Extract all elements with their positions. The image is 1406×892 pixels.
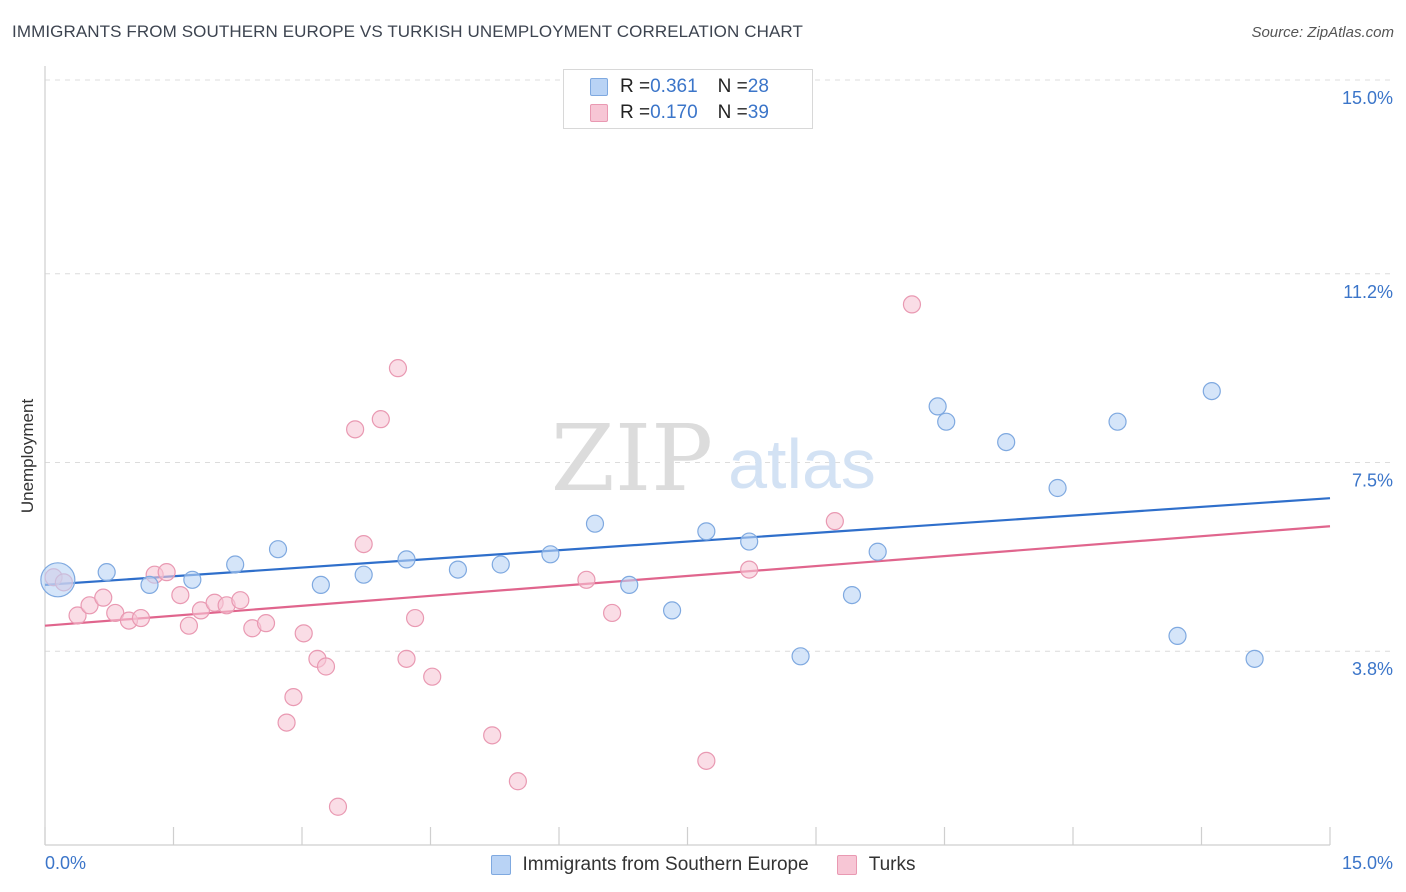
turks-point	[508, 772, 527, 791]
immigrants-point	[1245, 649, 1264, 668]
watermark-zip: ZIP	[551, 405, 713, 512]
legend-r-value: 0.170	[650, 102, 698, 123]
axes	[44, 66, 1331, 846]
turks-point	[80, 596, 99, 615]
turks-point	[256, 614, 276, 633]
immigrants-point	[448, 560, 468, 579]
immigrants-point	[183, 570, 202, 589]
turks-point	[171, 585, 190, 605]
legend-row-turks: R = 0.170 N = 39	[590, 101, 769, 125]
immigrants-point	[585, 514, 605, 533]
immigrants-point	[791, 647, 810, 666]
legend-n-value: 28	[747, 76, 769, 97]
turks-point	[354, 534, 373, 554]
turks-point	[483, 726, 502, 745]
watermark: ZIP atlas	[551, 405, 876, 512]
legend-item-immigrants: Immigrants from Southern Europe	[490, 854, 809, 876]
turks-point	[388, 359, 408, 378]
immigrants-point	[541, 545, 560, 564]
immigrants-point	[937, 412, 956, 431]
legend-item-turks: Turks	[836, 854, 916, 876]
immigrants-point	[97, 563, 116, 582]
immigrants-point	[491, 555, 510, 574]
turks-point	[157, 563, 176, 582]
turks-point	[284, 687, 303, 707]
immigrants-point	[1048, 478, 1067, 498]
immigrants-point	[311, 575, 330, 595]
y-tick-label: 3.8%	[1352, 659, 1393, 679]
turks-point	[346, 420, 365, 439]
immigrants-point	[1168, 626, 1187, 646]
turks-trend-line	[44, 525, 1331, 627]
immigrants-point	[140, 575, 159, 595]
legend-row-immigrants: R = 0.361 N = 28	[590, 75, 769, 99]
data-points	[40, 295, 1264, 816]
legend-r-label: R =	[620, 102, 651, 123]
legend-swatch-blue	[590, 78, 608, 96]
chart-title: IMMIGRANTS FROM SOUTHERN EUROPE VS TURKI…	[12, 22, 803, 41]
immigrants-point	[928, 397, 947, 416]
immigrants-point	[354, 565, 373, 584]
turks-point	[397, 649, 416, 668]
watermark-atlas: atlas	[728, 425, 876, 503]
y-tick-label: 15.0%	[1342, 88, 1393, 108]
immigrants-point	[1108, 412, 1127, 431]
turks-point	[94, 588, 113, 607]
turks-point	[277, 713, 296, 732]
immigrants-point	[842, 585, 862, 605]
series-legend: Immigrants from Southern Europe Turks	[0, 852, 1406, 878]
immigrants-point	[740, 532, 759, 551]
turks-point	[603, 603, 622, 623]
turks-point	[231, 591, 250, 610]
trend-lines	[44, 497, 1331, 627]
immigrants-point	[868, 542, 887, 561]
legend-label-turks: Turks	[868, 854, 916, 875]
y-tick-label: 11.2%	[1343, 282, 1393, 302]
legend-n-label: N =	[717, 102, 748, 123]
turks-point	[328, 797, 348, 816]
immigrants-trend-line	[44, 497, 1331, 586]
immigrants-point	[997, 433, 1016, 452]
turks-point	[697, 751, 716, 770]
turks-point	[825, 512, 844, 531]
turks-point	[106, 603, 125, 623]
immigrants-point	[620, 575, 639, 595]
immigrants-point	[268, 540, 288, 559]
legend-swatch-blue	[490, 855, 511, 875]
source-label: Source: ZipAtlas.com	[1251, 24, 1394, 41]
immigrants-point	[1202, 382, 1221, 401]
y-tick-label: 7.5%	[1352, 471, 1393, 491]
turks-point	[577, 570, 596, 589]
turks-point	[740, 560, 759, 579]
turks-point	[316, 657, 336, 676]
immigrants-point	[397, 550, 416, 569]
legend-n-value: 39	[747, 102, 769, 123]
legend-swatch-pink	[590, 104, 608, 122]
x-tick-label: 15.0%	[1342, 853, 1393, 873]
turks-point	[902, 295, 922, 314]
legend-label-immigrants: Immigrants from Southern Europe	[522, 854, 809, 875]
stats-legend: R = 0.361 N = 28 R = 0.170 N = 39	[563, 69, 813, 129]
legend-r-label: R =	[620, 76, 651, 97]
immigrants-point	[226, 555, 245, 574]
immigrants-point	[697, 522, 716, 541]
turks-point	[68, 606, 87, 625]
legend-r-value: 0.361	[650, 76, 698, 97]
turks-point	[405, 608, 425, 628]
turks-point	[179, 616, 199, 635]
legend-n-label: N =	[717, 76, 748, 97]
grid-lines	[45, 79, 1392, 652]
x-tick-label: 0.0%	[45, 853, 86, 873]
turks-point	[423, 667, 442, 686]
turks-point	[371, 410, 390, 429]
immigrants-point	[662, 601, 682, 620]
immigrants-point	[40, 562, 76, 598]
turks-point	[294, 624, 313, 643]
turks-point	[131, 608, 151, 628]
turks-point	[191, 601, 211, 620]
legend-swatch-pink	[836, 855, 857, 875]
tick-labels: 3.8% 7.5% 11.2% 15.0% 0.0% 15.0%	[45, 88, 1393, 873]
